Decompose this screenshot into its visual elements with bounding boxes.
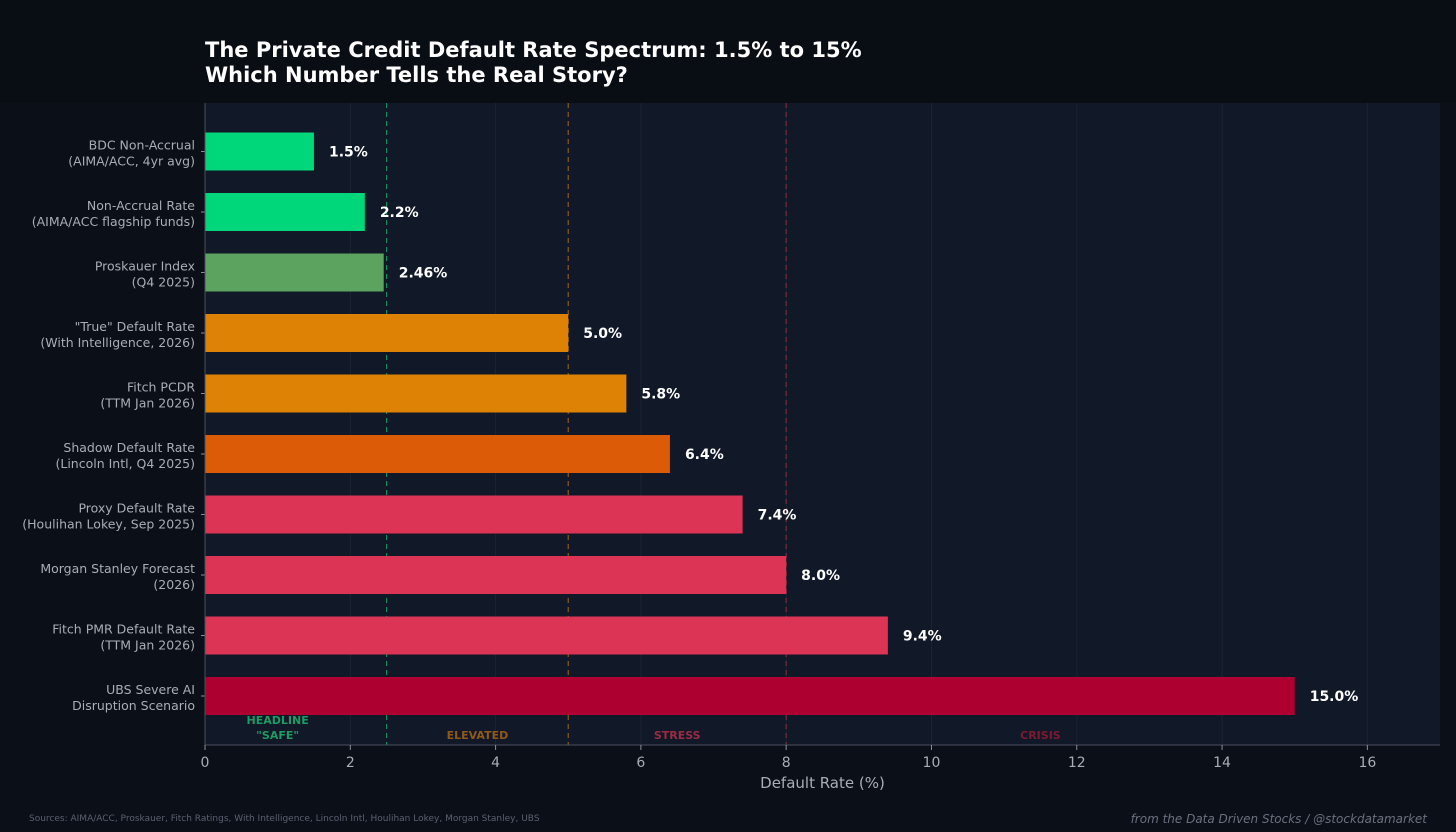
- chart-title-line-1: The Private Credit Default Rate Spectrum…: [205, 38, 862, 62]
- x-tick-label: 8: [782, 755, 791, 771]
- category-label-line-1: Proxy Default Rate: [78, 501, 195, 516]
- category-label-line-2: (2026): [153, 577, 195, 592]
- category-label-line-1: Shadow Default Rate: [63, 440, 195, 455]
- category-label-line-2: (Q4 2025): [132, 275, 195, 290]
- x-tick-label: 14: [1213, 755, 1231, 771]
- category-label-line-1: "True" Default Rate: [75, 319, 196, 334]
- sources-note: Sources: AIMA/ACC, Proskauer, Fitch Rati…: [29, 814, 540, 824]
- category-label-line-1: BDC Non-Accrual: [89, 138, 195, 153]
- zone-label-line-1: HEADLINE: [247, 714, 309, 727]
- bar-value-label: 6.4%: [685, 447, 724, 463]
- bar-value-label: 2.2%: [380, 205, 419, 221]
- zone-label: STRESS: [654, 729, 701, 742]
- category-label-line-2: (TTM Jan 2026): [100, 638, 195, 653]
- bar-value-label: 7.4%: [758, 508, 797, 524]
- x-tick-label: 0: [201, 755, 210, 771]
- x-tick-label: 6: [636, 755, 645, 771]
- zone-label-line-2: "SAFE": [256, 729, 299, 742]
- bar-value-label: 5.0%: [583, 326, 622, 342]
- bar-value-label: 2.46%: [399, 266, 448, 282]
- category-label-line-2: (TTM Jan 2026): [100, 396, 195, 411]
- category-label-line-2: (AIMA/ACC, 4yr avg): [68, 154, 195, 169]
- x-axis-label: Default Rate (%): [760, 774, 885, 792]
- bar-value-label: 8.0%: [801, 568, 840, 584]
- bar: [205, 677, 1295, 715]
- chart-title-line-2: Which Number Tells the Real Story?: [205, 63, 628, 87]
- bar: [205, 435, 670, 473]
- x-tick-label: 4: [491, 755, 500, 771]
- bar-value-label: 9.4%: [903, 629, 942, 645]
- x-tick-label: 2: [346, 755, 355, 771]
- title-bar: [0, 0, 1456, 103]
- bar: [205, 374, 627, 413]
- category-label-line-2: (With Intelligence, 2026): [40, 335, 195, 350]
- bar: [205, 556, 787, 594]
- x-tick-label: 12: [1068, 755, 1086, 771]
- bar: [205, 314, 569, 352]
- zone-label: ELEVATED: [447, 729, 509, 742]
- bar: [205, 616, 888, 655]
- bar: [205, 495, 743, 534]
- zone-label: CRISIS: [1020, 729, 1061, 742]
- category-label-line-1: Fitch PMR Default Rate: [52, 622, 195, 637]
- category-label-line-1: Morgan Stanley Forecast: [40, 561, 195, 576]
- category-label-line-1: Non-Accrual Rate: [87, 198, 195, 213]
- category-label-line-2: (Lincoln Intl, Q4 2025): [55, 456, 195, 471]
- x-tick-label: 16: [1358, 755, 1376, 771]
- bar: [205, 253, 384, 292]
- credit-note: from the Data Driven Stocks / @stockdata…: [1130, 812, 1427, 826]
- category-label-line-1: Fitch PCDR: [127, 380, 195, 395]
- bar-value-label: 5.8%: [641, 387, 680, 403]
- bar-value-label: 15.0%: [1310, 689, 1359, 705]
- category-label-line-2: Disruption Scenario: [72, 698, 195, 713]
- category-label-line-1: UBS Severe AI: [106, 682, 195, 697]
- category-label-line-1: Proskauer Index: [95, 259, 195, 274]
- category-label-line-2: (Houlihan Lokey, Sep 2025): [22, 517, 195, 532]
- x-tick-label: 10: [923, 755, 941, 771]
- category-label-line-2: (AIMA/ACC flagship funds): [32, 214, 195, 229]
- chart-title: The Private Credit Default Rate Spectrum…: [205, 38, 862, 88]
- bar: [205, 193, 365, 231]
- bar: [205, 132, 314, 171]
- bar-value-label: 1.5%: [329, 145, 368, 161]
